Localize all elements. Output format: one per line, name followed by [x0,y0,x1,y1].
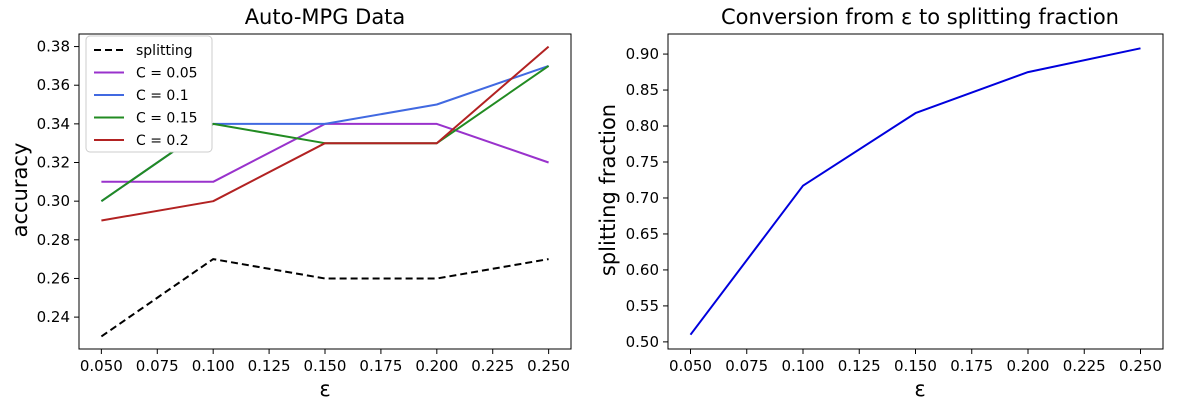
y-tick-label: 0.55 [626,297,659,315]
y-tick-label: 0.36 [37,76,70,94]
legend-label: splitting [136,43,193,59]
series-lines [100,45,550,338]
y-tick-label: 0.38 [37,38,70,56]
y-tick-label: 0.70 [626,189,659,207]
x-tick-label: 0.075 [725,357,768,375]
x-tick-label: 0.200 [415,357,458,375]
x-tick-label: 0.175 [950,357,993,375]
x-tick-label: 0.175 [359,357,402,375]
x-tick-label: 0.225 [1063,357,1106,375]
legend-box [85,35,213,153]
series-line [100,258,549,338]
legend-label: C = 0.2 [136,133,189,149]
x-tick-label: 0.125 [838,357,881,375]
y-tick-label: 0.32 [37,154,70,172]
series-line [101,45,550,222]
y-tick-label: 0.26 [37,269,70,287]
y-tick-label: 0.80 [626,117,659,135]
auto-mpg-chart: Auto-MPG Data ε accuracy 0.050 0.075 0.100… [8,5,572,401]
x-tick-label: 0.200 [1007,357,1050,375]
y-axis-label: accuracy [8,143,32,238]
legend-label: C = 0.15 [136,111,198,127]
y-axis-label: splitting fraction [596,104,620,276]
axes: 0.050 0.075 0.100 0.125 0.150 0.175 0.200 0.225… [626,33,1164,375]
series-line [689,47,1141,336]
x-tick-label: 0.050 [80,357,123,375]
y-tick-label: 0.30 [37,192,70,210]
x-tick-label: 0.150 [304,357,347,375]
y-tick-label: 0.34 [37,115,70,133]
x-tick-label: 0.225 [471,357,514,375]
x-tick-label: 0.150 [894,357,937,375]
x-tick-label: 0.100 [782,357,825,375]
y-tick-label: 0.60 [626,261,659,279]
y-tick-label: 0.85 [626,81,659,99]
y-tick-label: 0.65 [626,225,659,243]
x-tick-label: 0.250 [1119,357,1162,375]
x-tick-label: 0.075 [136,357,179,375]
y-tick-label: 0.24 [37,308,70,326]
y-tick-label: 0.75 [626,153,659,171]
series-lines [689,47,1141,336]
x-axis-label: ε [914,377,925,401]
axes: 0.050 0.075 0.100 0.125 0.150 0.175 0.200 0.225… [37,33,572,375]
x-tick-label: 0.100 [192,357,235,375]
legend: splitting C = 0.05 C = 0.1 C = 0.15 C = 0.2 [85,35,213,153]
conversion-chart: Conversion from ε to splitting fraction … [596,5,1164,401]
y-tick-label: 0.28 [37,231,70,249]
x-tick-label: 0.125 [248,357,291,375]
legend-items: splitting C = 0.05 C = 0.1 C = 0.15 C = 0.2 [94,43,198,149]
x-tick-label: 0.250 [527,357,570,375]
legend-label: C = 0.05 [136,66,198,82]
legend-label: C = 0.1 [136,88,189,104]
chart-title: Auto-MPG Data [245,5,406,29]
chart-title: Conversion from ε to splitting fraction [721,5,1119,29]
y-tick-label: 0.90 [626,45,659,63]
x-axis-label: ε [319,377,330,401]
x-tick-label: 0.050 [669,357,712,375]
y-tick-label: 0.50 [626,333,659,351]
